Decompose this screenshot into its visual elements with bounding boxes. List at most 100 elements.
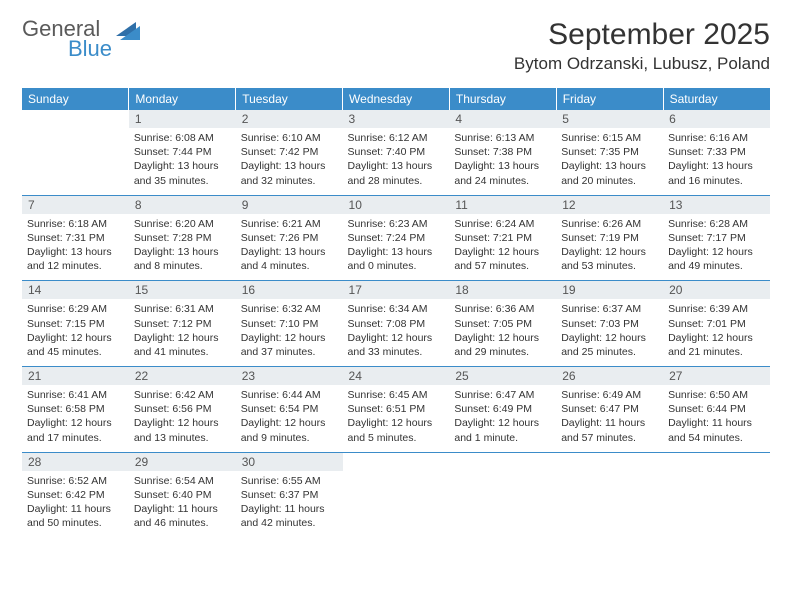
day-number: 30 bbox=[236, 453, 343, 471]
day-number: 6 bbox=[663, 110, 770, 128]
day-details: Sunrise: 6:21 AMSunset: 7:26 PMDaylight:… bbox=[236, 214, 343, 281]
day-number: 19 bbox=[556, 281, 663, 299]
day-details: Sunrise: 6:18 AMSunset: 7:31 PMDaylight:… bbox=[22, 214, 129, 281]
day-details: Sunrise: 6:31 AMSunset: 7:12 PMDaylight:… bbox=[129, 299, 236, 366]
day-details: Sunrise: 6:50 AMSunset: 6:44 PMDaylight:… bbox=[663, 385, 770, 452]
day-number: 15 bbox=[129, 281, 236, 299]
day-number: 2 bbox=[236, 110, 343, 128]
day-number: 21 bbox=[22, 367, 129, 385]
day-number: 27 bbox=[663, 367, 770, 385]
calendar-cell: 29Sunrise: 6:54 AMSunset: 6:40 PMDayligh… bbox=[129, 452, 236, 537]
day-details: Sunrise: 6:44 AMSunset: 6:54 PMDaylight:… bbox=[236, 385, 343, 452]
calendar-cell: 12Sunrise: 6:26 AMSunset: 7:19 PMDayligh… bbox=[556, 195, 663, 281]
day-details: Sunrise: 6:37 AMSunset: 7:03 PMDaylight:… bbox=[556, 299, 663, 366]
day-number: 8 bbox=[129, 196, 236, 214]
month-title: September 2025 bbox=[514, 18, 770, 52]
brand-word-2: Blue bbox=[68, 38, 112, 60]
day-number: 22 bbox=[129, 367, 236, 385]
title-block: September 2025 Bytom Odrzanski, Lubusz, … bbox=[514, 18, 770, 74]
calendar-cell: 4Sunrise: 6:13 AMSunset: 7:38 PMDaylight… bbox=[449, 110, 556, 195]
calendar-cell bbox=[22, 110, 129, 195]
day-details: Sunrise: 6:34 AMSunset: 7:08 PMDaylight:… bbox=[343, 299, 450, 366]
day-details: Sunrise: 6:54 AMSunset: 6:40 PMDaylight:… bbox=[129, 471, 236, 538]
calendar-table: SundayMondayTuesdayWednesdayThursdayFrid… bbox=[22, 88, 770, 537]
day-details: Sunrise: 6:26 AMSunset: 7:19 PMDaylight:… bbox=[556, 214, 663, 281]
day-number: 24 bbox=[343, 367, 450, 385]
day-number: 23 bbox=[236, 367, 343, 385]
day-details: Sunrise: 6:10 AMSunset: 7:42 PMDaylight:… bbox=[236, 128, 343, 195]
day-details: Sunrise: 6:24 AMSunset: 7:21 PMDaylight:… bbox=[449, 214, 556, 281]
calendar-cell bbox=[343, 452, 450, 537]
calendar-cell: 10Sunrise: 6:23 AMSunset: 7:24 PMDayligh… bbox=[343, 195, 450, 281]
day-header: Saturday bbox=[663, 88, 770, 110]
day-number: 9 bbox=[236, 196, 343, 214]
calendar-cell: 15Sunrise: 6:31 AMSunset: 7:12 PMDayligh… bbox=[129, 281, 236, 367]
day-details: Sunrise: 6:23 AMSunset: 7:24 PMDaylight:… bbox=[343, 214, 450, 281]
day-details: Sunrise: 6:28 AMSunset: 7:17 PMDaylight:… bbox=[663, 214, 770, 281]
day-details: Sunrise: 6:55 AMSunset: 6:37 PMDaylight:… bbox=[236, 471, 343, 538]
calendar-cell: 2Sunrise: 6:10 AMSunset: 7:42 PMDaylight… bbox=[236, 110, 343, 195]
brand-logo: General Blue bbox=[22, 18, 142, 60]
calendar-cell: 8Sunrise: 6:20 AMSunset: 7:28 PMDaylight… bbox=[129, 195, 236, 281]
calendar-cell: 6Sunrise: 6:16 AMSunset: 7:33 PMDaylight… bbox=[663, 110, 770, 195]
day-details: Sunrise: 6:52 AMSunset: 6:42 PMDaylight:… bbox=[22, 471, 129, 538]
calendar-cell: 23Sunrise: 6:44 AMSunset: 6:54 PMDayligh… bbox=[236, 367, 343, 453]
day-details: Sunrise: 6:42 AMSunset: 6:56 PMDaylight:… bbox=[129, 385, 236, 452]
calendar-cell: 16Sunrise: 6:32 AMSunset: 7:10 PMDayligh… bbox=[236, 281, 343, 367]
calendar-cell: 21Sunrise: 6:41 AMSunset: 6:58 PMDayligh… bbox=[22, 367, 129, 453]
brand-triangle-icon bbox=[116, 20, 142, 46]
day-number: 14 bbox=[22, 281, 129, 299]
day-details: Sunrise: 6:49 AMSunset: 6:47 PMDaylight:… bbox=[556, 385, 663, 452]
day-details: Sunrise: 6:32 AMSunset: 7:10 PMDaylight:… bbox=[236, 299, 343, 366]
day-details: Sunrise: 6:41 AMSunset: 6:58 PMDaylight:… bbox=[22, 385, 129, 452]
calendar-head: SundayMondayTuesdayWednesdayThursdayFrid… bbox=[22, 88, 770, 110]
calendar-cell: 7Sunrise: 6:18 AMSunset: 7:31 PMDaylight… bbox=[22, 195, 129, 281]
day-number: 4 bbox=[449, 110, 556, 128]
calendar-cell: 5Sunrise: 6:15 AMSunset: 7:35 PMDaylight… bbox=[556, 110, 663, 195]
day-details: Sunrise: 6:08 AMSunset: 7:44 PMDaylight:… bbox=[129, 128, 236, 195]
day-number: 7 bbox=[22, 196, 129, 214]
day-header: Monday bbox=[129, 88, 236, 110]
day-number: 17 bbox=[343, 281, 450, 299]
calendar-cell: 27Sunrise: 6:50 AMSunset: 6:44 PMDayligh… bbox=[663, 367, 770, 453]
calendar-cell: 28Sunrise: 6:52 AMSunset: 6:42 PMDayligh… bbox=[22, 452, 129, 537]
day-number: 5 bbox=[556, 110, 663, 128]
day-details: Sunrise: 6:45 AMSunset: 6:51 PMDaylight:… bbox=[343, 385, 450, 452]
calendar-cell: 14Sunrise: 6:29 AMSunset: 7:15 PMDayligh… bbox=[22, 281, 129, 367]
day-details: Sunrise: 6:36 AMSunset: 7:05 PMDaylight:… bbox=[449, 299, 556, 366]
calendar-cell: 9Sunrise: 6:21 AMSunset: 7:26 PMDaylight… bbox=[236, 195, 343, 281]
day-details: Sunrise: 6:15 AMSunset: 7:35 PMDaylight:… bbox=[556, 128, 663, 195]
day-number: 18 bbox=[449, 281, 556, 299]
calendar-cell bbox=[556, 452, 663, 537]
calendar-cell: 18Sunrise: 6:36 AMSunset: 7:05 PMDayligh… bbox=[449, 281, 556, 367]
brand-text: General Blue bbox=[22, 18, 112, 60]
day-header: Tuesday bbox=[236, 88, 343, 110]
location-text: Bytom Odrzanski, Lubusz, Poland bbox=[514, 54, 770, 74]
day-number: 10 bbox=[343, 196, 450, 214]
calendar-body: 1Sunrise: 6:08 AMSunset: 7:44 PMDaylight… bbox=[22, 110, 770, 537]
day-details: Sunrise: 6:39 AMSunset: 7:01 PMDaylight:… bbox=[663, 299, 770, 366]
day-number: 26 bbox=[556, 367, 663, 385]
calendar-cell: 26Sunrise: 6:49 AMSunset: 6:47 PMDayligh… bbox=[556, 367, 663, 453]
day-number: 29 bbox=[129, 453, 236, 471]
day-details: Sunrise: 6:13 AMSunset: 7:38 PMDaylight:… bbox=[449, 128, 556, 195]
day-header: Friday bbox=[556, 88, 663, 110]
calendar-cell: 22Sunrise: 6:42 AMSunset: 6:56 PMDayligh… bbox=[129, 367, 236, 453]
day-number: 3 bbox=[343, 110, 450, 128]
day-number: 13 bbox=[663, 196, 770, 214]
calendar-cell: 30Sunrise: 6:55 AMSunset: 6:37 PMDayligh… bbox=[236, 452, 343, 537]
day-details: Sunrise: 6:20 AMSunset: 7:28 PMDaylight:… bbox=[129, 214, 236, 281]
header-row: General Blue September 2025 Bytom Odrzan… bbox=[22, 18, 770, 74]
day-number: 1 bbox=[129, 110, 236, 128]
day-number: 16 bbox=[236, 281, 343, 299]
day-details: Sunrise: 6:47 AMSunset: 6:49 PMDaylight:… bbox=[449, 385, 556, 452]
day-number: 28 bbox=[22, 453, 129, 471]
calendar-cell: 17Sunrise: 6:34 AMSunset: 7:08 PMDayligh… bbox=[343, 281, 450, 367]
calendar-cell: 3Sunrise: 6:12 AMSunset: 7:40 PMDaylight… bbox=[343, 110, 450, 195]
calendar-cell: 19Sunrise: 6:37 AMSunset: 7:03 PMDayligh… bbox=[556, 281, 663, 367]
day-header: Thursday bbox=[449, 88, 556, 110]
day-header: Sunday bbox=[22, 88, 129, 110]
day-number: 11 bbox=[449, 196, 556, 214]
calendar-cell: 24Sunrise: 6:45 AMSunset: 6:51 PMDayligh… bbox=[343, 367, 450, 453]
day-details: Sunrise: 6:12 AMSunset: 7:40 PMDaylight:… bbox=[343, 128, 450, 195]
